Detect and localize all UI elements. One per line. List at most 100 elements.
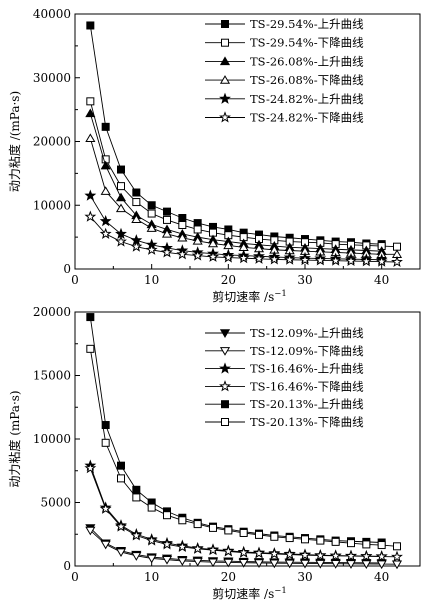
data-point [283,548,296,560]
legend: TS-12.09%-上升曲线 TS-12.09%-下降曲线 TS-16.46%-上升… [205,326,364,429]
data-point [192,557,203,567]
data-point [117,165,125,174]
data-point [329,254,342,266]
y-tick-label: 20000 [33,135,71,149]
data-point [178,214,187,222]
data-point [223,240,234,250]
data-point [132,188,141,197]
legend-marker [219,111,231,123]
y-axis-title: 动力粘度 /(mPa·s) [7,91,22,192]
data-point [299,548,311,561]
x-tick-label: 40 [374,570,389,584]
data-point [207,238,219,248]
data-point [99,227,112,239]
data-point [237,546,250,558]
series-4 [84,461,403,562]
y-tick-label: 10000 [33,198,71,212]
x-tick-label: 0 [71,273,79,287]
legend-label: TS-29.54%-下降曲线 [250,36,364,50]
data-point [86,97,95,106]
legend-marker [219,380,231,392]
data-point [85,108,96,118]
data-point [360,255,373,267]
data-point [161,555,173,565]
data-point [315,559,326,569]
data-point [132,485,141,494]
data-point [86,344,95,353]
data-point [85,526,96,536]
data-point [115,520,127,532]
data-point [132,493,141,502]
x-axis-title: 剪切速率 /s−1 [212,586,287,601]
data-point [345,549,357,562]
data-point [314,254,327,266]
y-tick-label: 30000 [33,71,71,85]
data-point [176,540,189,552]
legend: TS-29.54%-上升曲线 TS-29.54%-下降曲线 TS-26.08%-上升… [205,17,364,125]
legend-marker [221,400,229,409]
data-point [84,210,97,222]
data-point [393,242,401,251]
series-6 [84,210,403,268]
data-point [391,550,403,562]
legend-label: TS-20.13%-上升曲线 [250,397,364,411]
data-point [238,558,249,568]
data-point [130,529,143,541]
data-point [147,503,156,512]
legend-label: TS-16.46%-下降曲线 [250,379,364,393]
data-point [177,557,188,566]
series-4 [85,133,403,259]
data-point [345,254,357,267]
data-point [147,209,156,218]
data-point [207,250,219,262]
data-point [377,541,386,550]
data-point [130,240,143,252]
data-point [191,542,204,554]
data-point [99,214,112,227]
x-tick-label: 40 [374,273,389,287]
data-point [85,133,96,143]
series-2 [85,526,403,570]
legend-marker [219,92,231,104]
data-point [224,526,233,535]
data-point [253,252,265,264]
data-point [268,253,281,265]
y-tick-label: 0 [63,559,71,573]
data-point [84,461,97,474]
data-point [146,223,157,232]
data-point [193,520,202,529]
legend-label: TS-16.46%-上升曲线 [250,362,364,376]
legend-label: TS-24.82%-上升曲线 [250,92,364,106]
data-point [163,207,171,216]
chart-panel-2: 0 10 20 30 40 0 5000 10000 15000 20000 剪切速率 /s−1 动力… [7,305,421,601]
series-line [89,113,382,252]
data-point [99,502,112,514]
data-point [101,122,110,131]
legend-marker [221,38,229,47]
data-point [209,523,217,532]
data-point [86,313,95,322]
data-point [100,160,111,170]
data-point [117,182,125,191]
data-point [284,559,295,569]
data-point [161,538,173,550]
data-point [253,559,265,568]
data-point [329,549,342,561]
x-axis-title: 剪切速率 /s−1 [212,289,287,304]
data-point [161,228,173,238]
legend-marker [219,347,231,356]
legend-marker [219,75,231,84]
data-point [391,560,403,570]
y-tick-label: 15000 [33,369,71,383]
data-point [237,251,250,264]
y-tick-label: 10000 [33,432,71,446]
data-point [101,438,110,447]
legend-marker [219,56,231,66]
data-point [285,534,294,543]
data-point [283,253,296,265]
data-point [101,421,110,430]
data-point [269,559,280,569]
data-point [207,543,219,556]
data-point [299,559,311,569]
